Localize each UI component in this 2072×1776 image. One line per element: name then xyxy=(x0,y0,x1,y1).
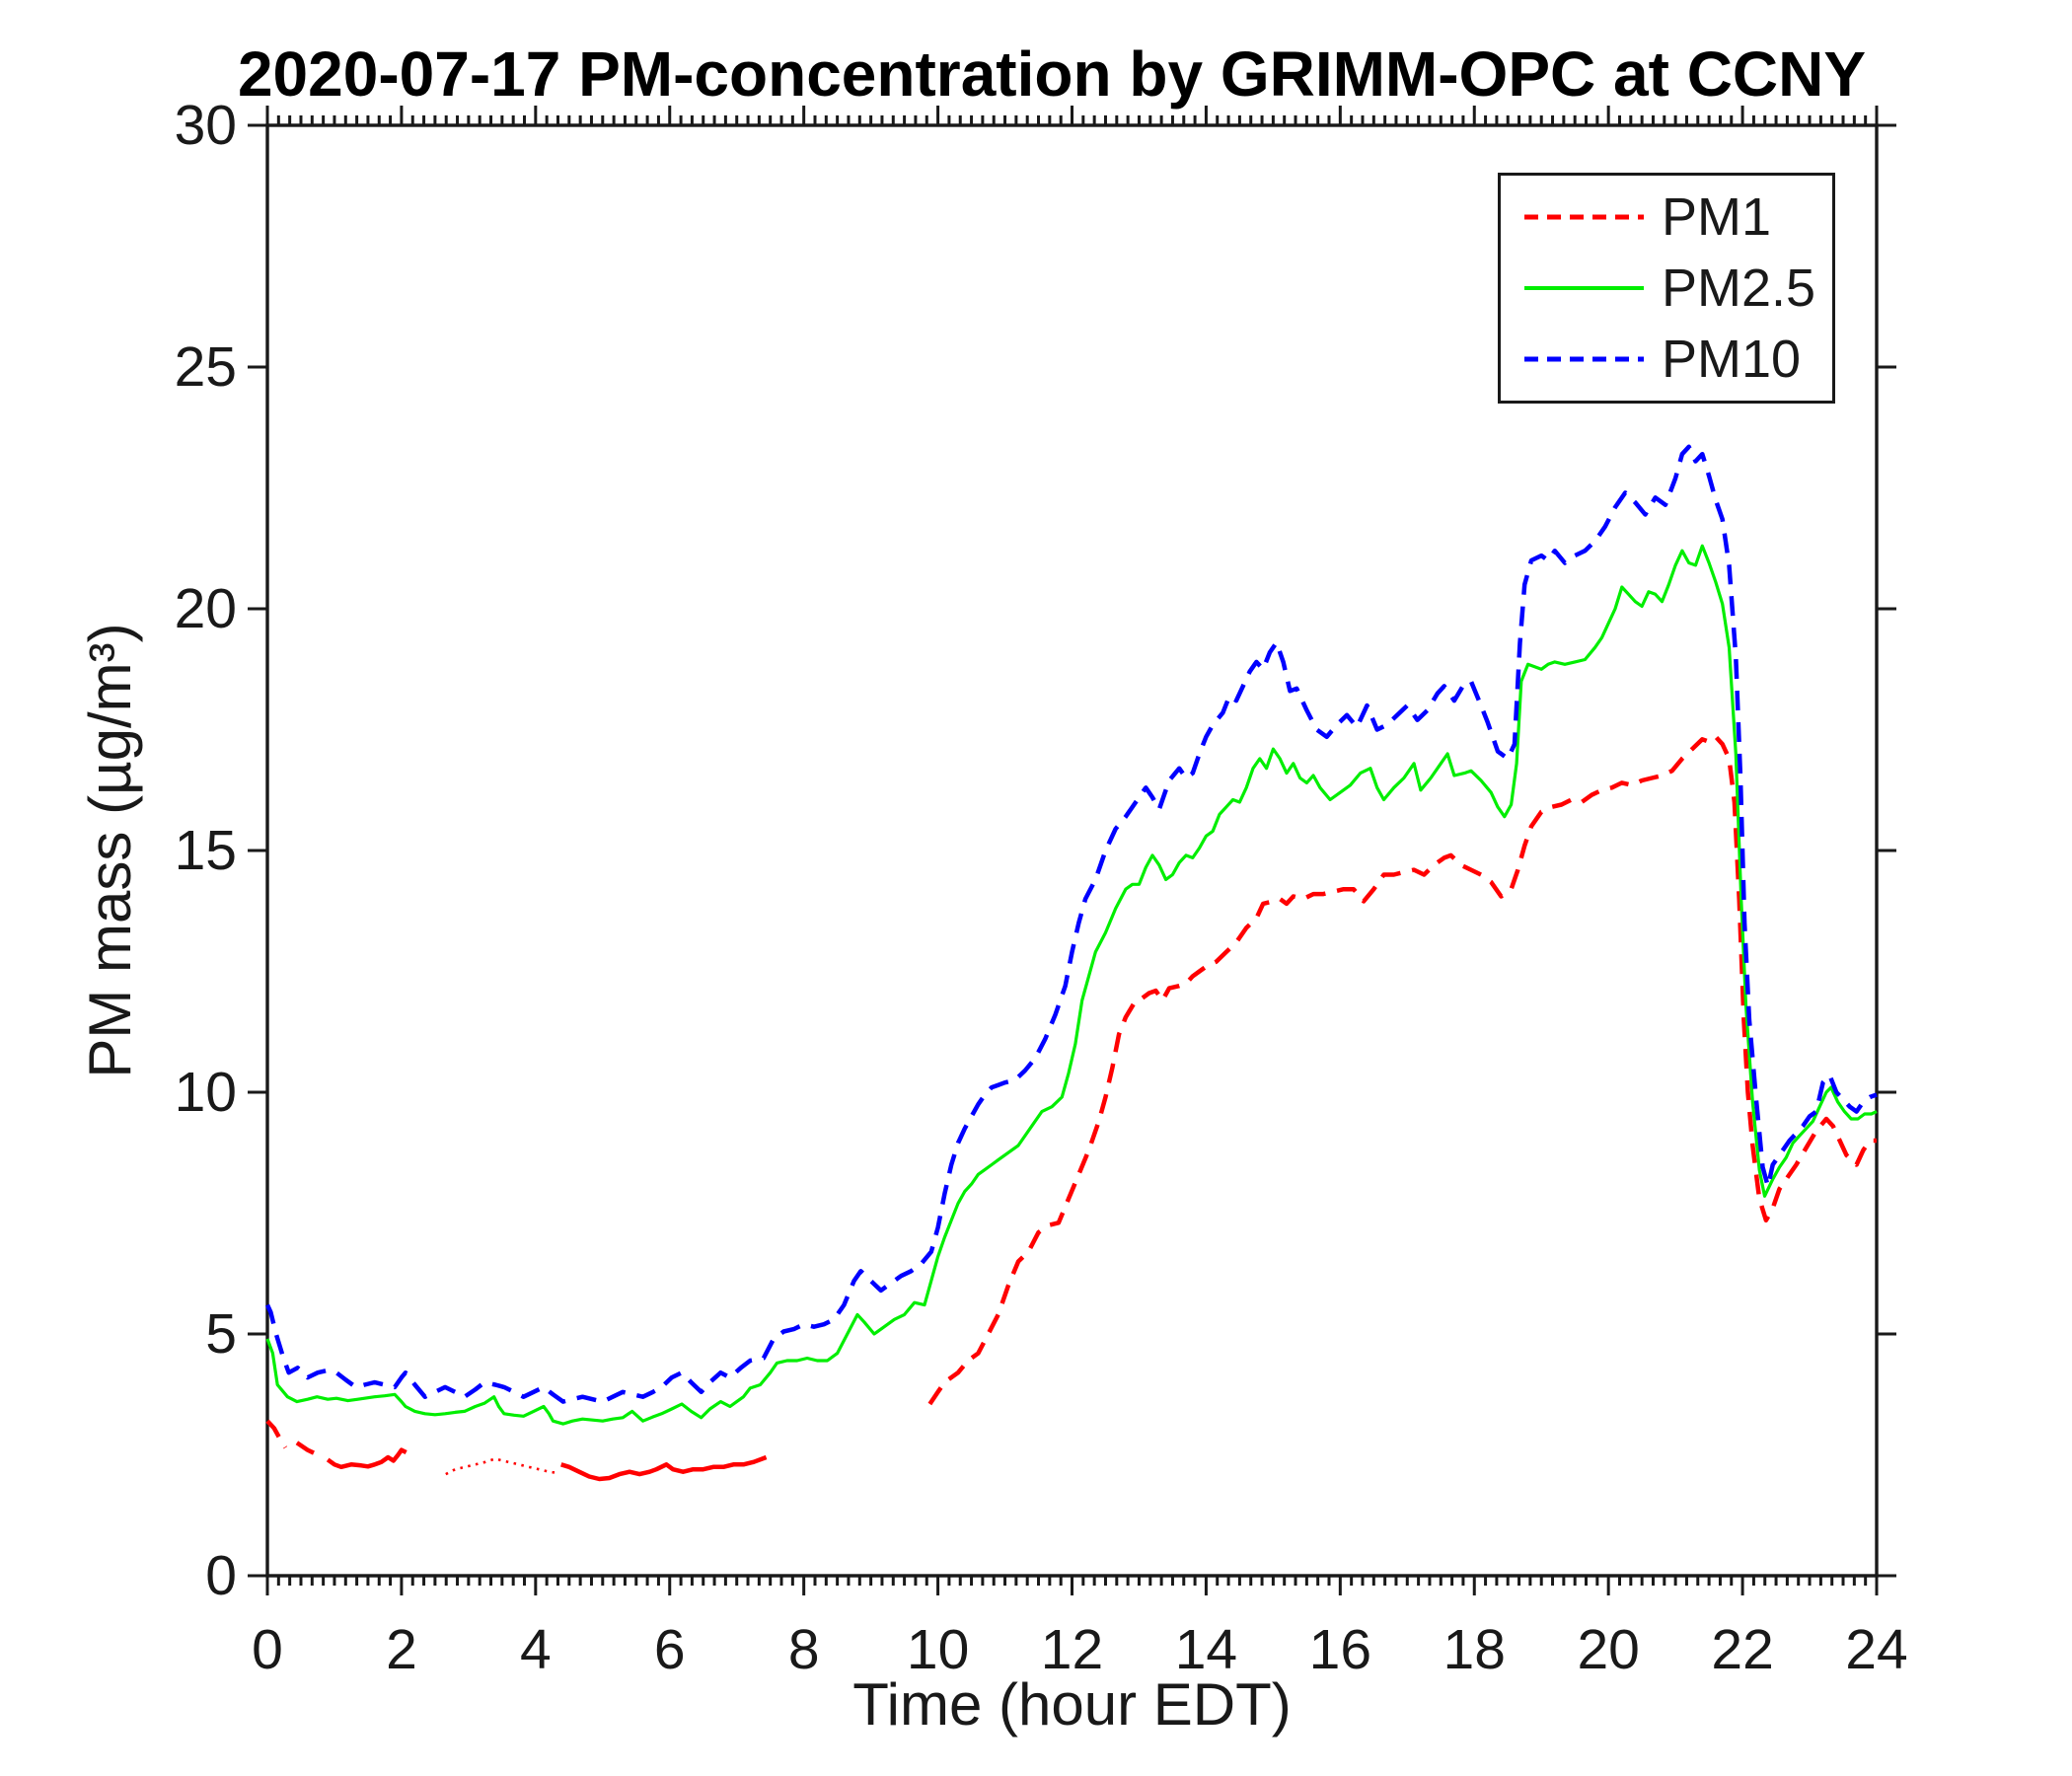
svg-text:0: 0 xyxy=(205,1544,237,1607)
svg-text:14: 14 xyxy=(1175,1618,1237,1681)
legend-item-pm25: PM2.5 xyxy=(1522,261,1832,315)
pm25-line-sample-icon xyxy=(1524,286,1644,290)
svg-text:16: 16 xyxy=(1309,1618,1371,1681)
svg-text:5: 5 xyxy=(205,1302,237,1366)
svg-text:10: 10 xyxy=(175,1061,237,1124)
svg-text:30: 30 xyxy=(175,94,237,157)
x-axis-label: Time (hour EDT) xyxy=(852,1671,1292,1738)
legend: PM1 PM2.5 PM10 xyxy=(1498,173,1835,404)
pm10-line-sample-icon xyxy=(1524,356,1644,362)
svg-text:25: 25 xyxy=(175,335,237,399)
svg-text:22: 22 xyxy=(1711,1618,1773,1681)
legend-item-pm10: PM10 xyxy=(1522,333,1832,386)
pm1-line-sample-icon xyxy=(1524,214,1644,220)
svg-text:20: 20 xyxy=(175,577,237,640)
svg-text:10: 10 xyxy=(907,1618,969,1681)
svg-text:8: 8 xyxy=(788,1618,820,1681)
legend-item-pm1: PM1 xyxy=(1522,190,1832,244)
svg-text:4: 4 xyxy=(520,1618,552,1681)
svg-text:18: 18 xyxy=(1443,1618,1506,1681)
svg-text:24: 24 xyxy=(1845,1618,1907,1681)
chart-title: 2020-07-17 PM-concentration by GRIMM-OPC… xyxy=(237,38,1867,110)
legend-label-pm25: PM2.5 xyxy=(1662,259,1816,318)
legend-label-pm10: PM10 xyxy=(1662,330,1802,389)
y-axis-label: PM mass (µg/m³) xyxy=(77,623,143,1078)
svg-text:0: 0 xyxy=(252,1618,283,1681)
svg-text:6: 6 xyxy=(654,1618,686,1681)
svg-text:15: 15 xyxy=(175,819,237,882)
svg-text:2: 2 xyxy=(386,1618,417,1681)
legend-label-pm1: PM1 xyxy=(1662,187,1772,247)
svg-text:20: 20 xyxy=(1577,1618,1639,1681)
svg-text:12: 12 xyxy=(1041,1618,1103,1681)
